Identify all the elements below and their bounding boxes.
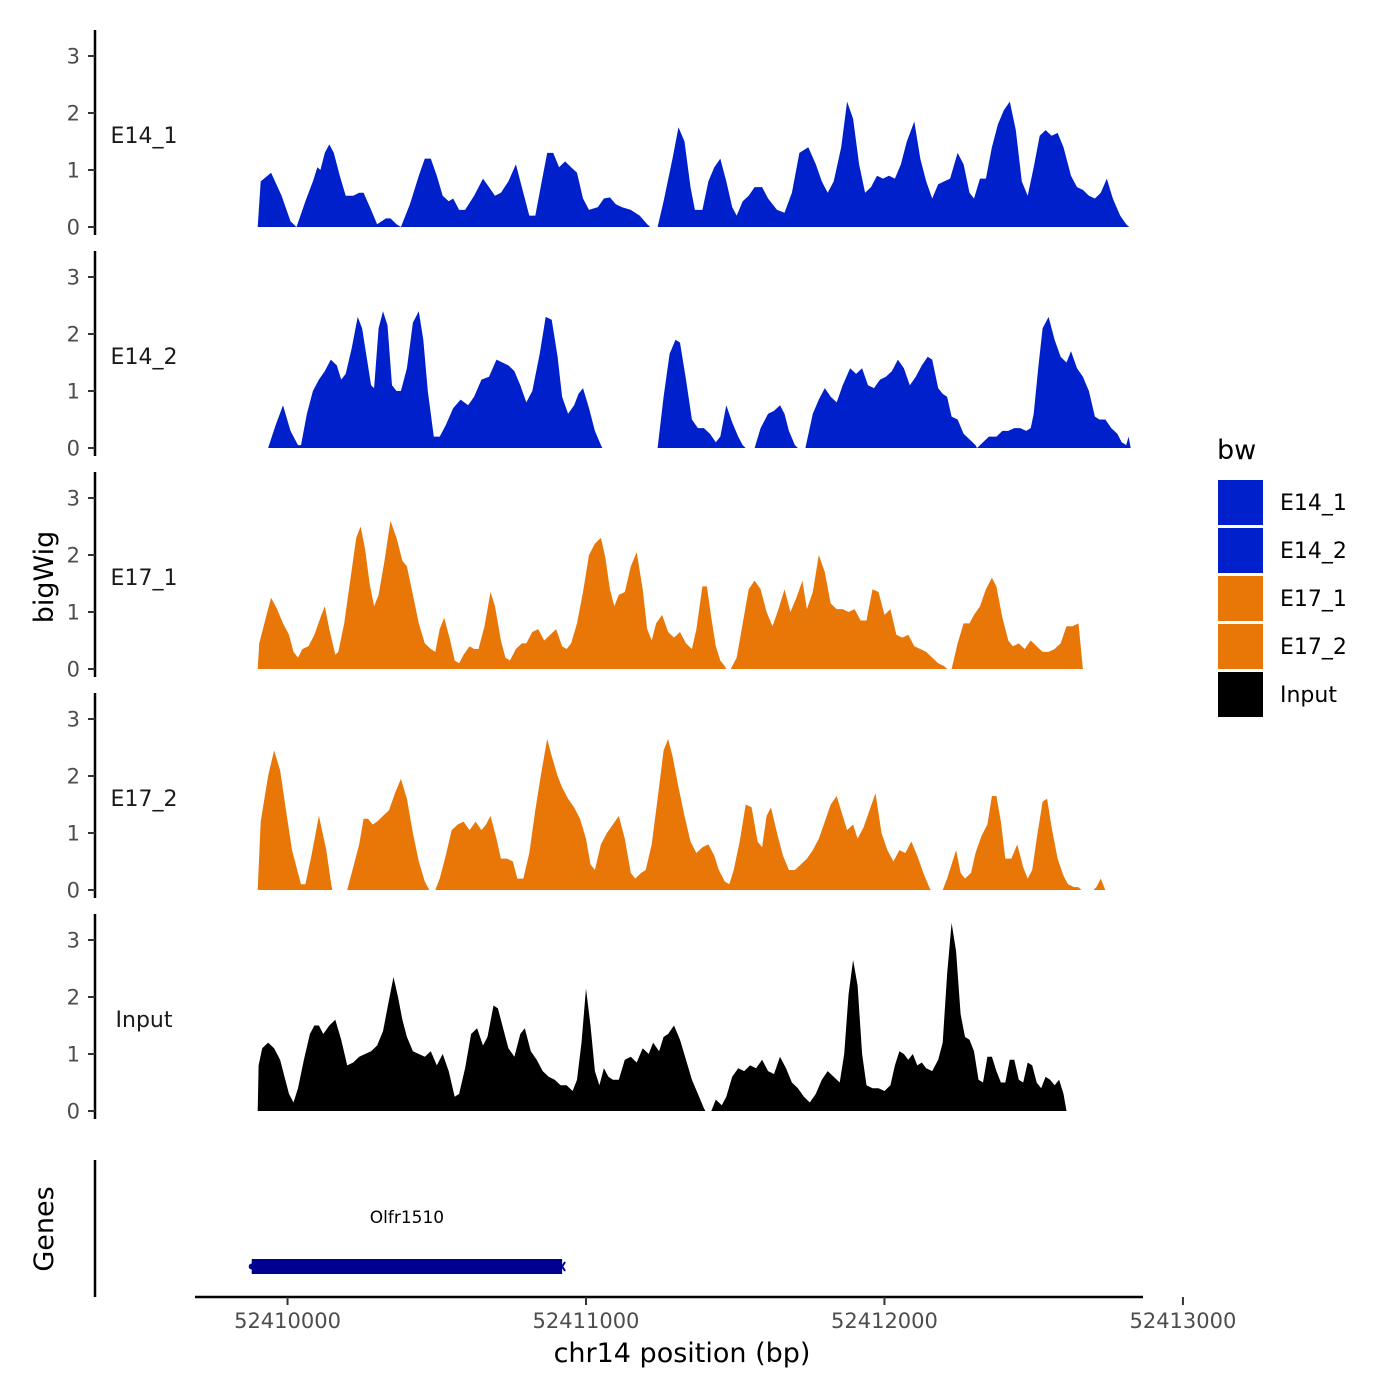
y-tick-label: 2 <box>67 323 80 347</box>
track-label-E14_2: E14_2 <box>111 345 178 370</box>
y-tick-label: 3 <box>67 45 80 69</box>
y-tick-label: 0 <box>67 216 80 240</box>
coverage-area-E17_2 <box>1093 878 1106 890</box>
y-tick-label: 2 <box>67 544 80 568</box>
track-label-E17_2: E17_2 <box>111 787 178 812</box>
y-tick-label: 2 <box>67 102 80 126</box>
gene-label-Olfr1510: Olfr1510 <box>370 1208 444 1228</box>
y-tick-label: 1 <box>67 1043 80 1067</box>
y-tick-label: 2 <box>67 765 80 789</box>
legend-key-E14_2 <box>1218 528 1263 573</box>
legend-title: bw <box>1217 435 1256 466</box>
coverage-area-E14_2 <box>805 316 1131 448</box>
gene-body-Olfr1510 <box>251 1259 563 1274</box>
coverage-area-E14_2 <box>657 339 746 448</box>
track-E17_1: 0 1 2 3 E17_1 <box>67 472 1083 682</box>
y-tick-label: 0 <box>67 1100 80 1124</box>
genes-axis-title: Genes <box>29 1186 60 1271</box>
track-label-E14_1: E14_1 <box>111 124 178 149</box>
y-axis-title: bigWig <box>29 531 60 624</box>
coverage-area-E17_2 <box>435 739 931 890</box>
coverage-area-E17_1 <box>257 520 727 669</box>
coverage-area-E17_1 <box>951 577 1083 669</box>
y-tick-label: 0 <box>67 658 80 682</box>
legend-label-E17_2: E17_2 <box>1280 635 1347 660</box>
coverage-area-E14_1 <box>657 101 1130 227</box>
y-tick-label: 3 <box>67 266 80 290</box>
x-tick-label: 52413000 <box>1129 1309 1236 1333</box>
legend-label-E14_1: E14_1 <box>1280 491 1347 516</box>
coverage-area-E17_2 <box>942 796 1082 890</box>
coverage-area-E14_2 <box>268 311 603 448</box>
gene-start-marker <box>248 1263 255 1270</box>
y-tick-label: 1 <box>67 380 80 404</box>
coverage-area-Input <box>711 922 1067 1111</box>
y-tick-label: 1 <box>67 601 80 625</box>
y-tick-label: 2 <box>67 986 80 1010</box>
x-axis-title: chr14 position (bp) <box>554 1338 811 1369</box>
y-tick-label: 1 <box>67 159 80 183</box>
coverage-area-Input <box>257 977 706 1111</box>
track-E17_2: 0 1 2 3 E17_2 <box>67 693 1106 903</box>
legend-key-E17_1 <box>1218 576 1263 621</box>
legend-key-E14_1 <box>1218 480 1263 525</box>
y-tick-label: 1 <box>67 822 80 846</box>
track-label-E17_1: E17_1 <box>111 566 178 591</box>
coverage-area-E14_2 <box>754 405 798 448</box>
track-E14_1: 0 1 2 3 E14_1 <box>67 30 1130 240</box>
x-tick-label: 52412000 <box>831 1309 938 1333</box>
track-E14_2: 0 1 2 3 E14_2 <box>67 251 1131 461</box>
legend-key-E17_2 <box>1218 624 1263 669</box>
coverage-tracks: 0 1 2 3 E14_1 0 1 2 3 E14_2 0 1 2 3 E17_1 0 1 2 3 E17_2 0 1 2 3… <box>67 30 1131 1124</box>
track-label-Input: Input <box>116 1008 173 1033</box>
y-tick-label: 3 <box>67 487 80 511</box>
x-tick-label: 52410000 <box>234 1309 341 1333</box>
legend-label-E17_1: E17_1 <box>1280 587 1347 612</box>
coverage-area-E17_2 <box>257 750 333 890</box>
y-tick-label: 0 <box>67 879 80 903</box>
x-axis: 52410000 52411000 52412000 52413000 <box>195 1295 1236 1333</box>
coverage-area-E14_1 <box>400 152 651 227</box>
legend-label-E14_2: E14_2 <box>1280 539 1347 564</box>
y-tick-label: 3 <box>67 708 80 732</box>
legend: bw E14_1 E14_2 E17_1 E17_2 Input <box>1217 435 1347 717</box>
y-tick-label: 0 <box>67 437 80 461</box>
coverage-area-E14_1 <box>257 144 401 227</box>
x-tick-label: 52411000 <box>533 1309 640 1333</box>
gene-end-marker <box>558 1261 566 1272</box>
legend-key-Input <box>1218 672 1263 717</box>
track-Input: 0 1 2 3 Input <box>67 914 1067 1124</box>
coverage-area-E17_2 <box>347 778 430 890</box>
genes-track: Olfr1510 <box>93 1160 566 1297</box>
legend-label-Input: Input <box>1280 683 1337 708</box>
y-tick-label: 3 <box>67 929 80 953</box>
coverage-area-E17_1 <box>730 555 948 669</box>
